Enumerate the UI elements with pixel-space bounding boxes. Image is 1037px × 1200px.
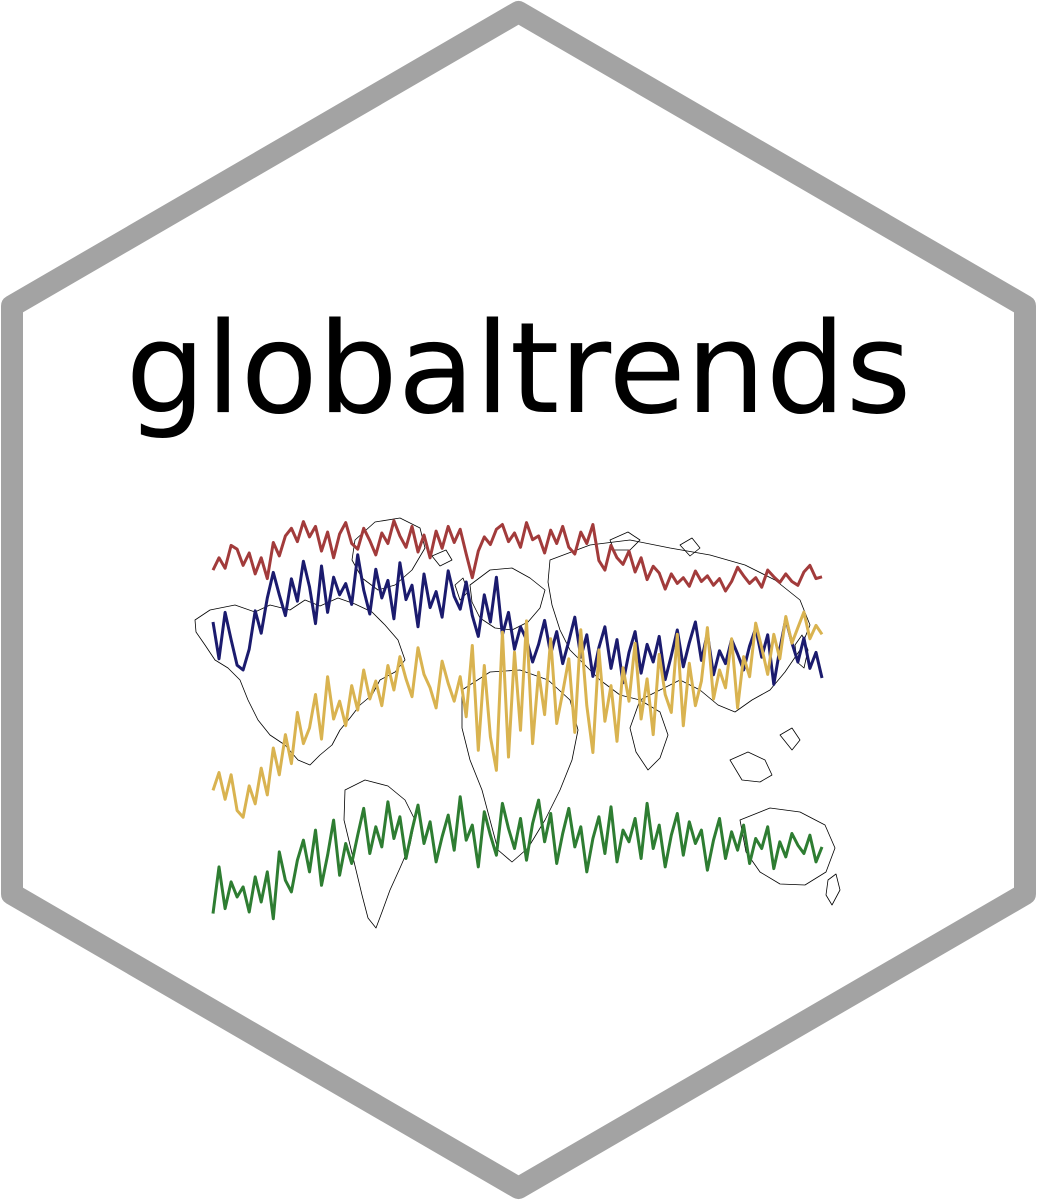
map-europe — [469, 567, 546, 631]
map-australia — [739, 807, 836, 886]
map-india — [629, 699, 669, 771]
map-islands — [729, 727, 801, 783]
map-asia — [547, 539, 811, 713]
logo-title: globaltrends — [126, 295, 912, 442]
sparkline-3 — [211, 610, 824, 819]
sparkline-2 — [211, 553, 824, 686]
map-new-zealand — [825, 873, 841, 906]
sparkline-4 — [211, 795, 824, 921]
sparklines-group — [211, 519, 824, 921]
map-greenland — [351, 517, 426, 591]
map-north-america — [194, 597, 406, 766]
sparkline-1 — [211, 519, 823, 593]
